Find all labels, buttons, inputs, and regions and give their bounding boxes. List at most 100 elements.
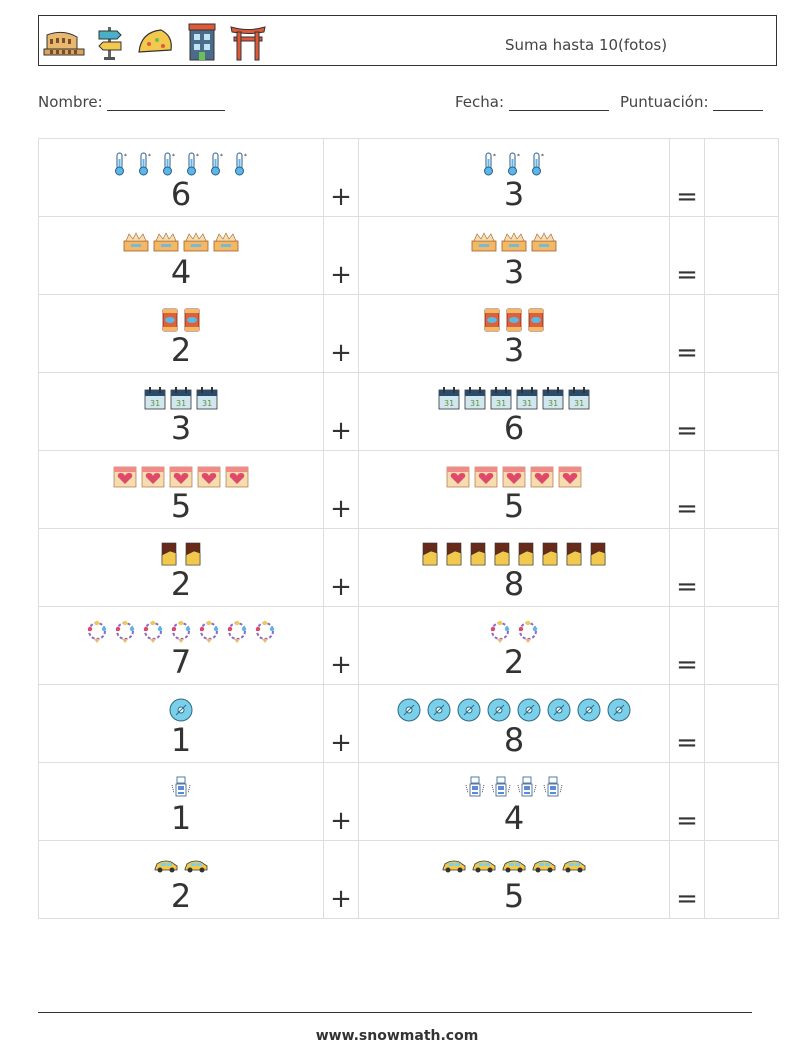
answer-cell[interactable] <box>704 528 779 607</box>
score-field[interactable]: Puntuación: <box>620 93 764 111</box>
right-operand-cell: 8 <box>358 528 670 607</box>
left-icons-group <box>39 697 323 723</box>
right-icons-group <box>359 697 669 723</box>
left-operand-number: 2 <box>170 564 192 603</box>
left-icons-group: * * * * * * <box>39 151 323 177</box>
thermometer-icon: * <box>135 151 155 177</box>
thermometer-icon: * <box>159 151 179 177</box>
problem-row: 2 +3 = <box>38 294 779 373</box>
plus-sign: + <box>330 650 352 680</box>
left-operand-cell: 7 <box>38 606 324 685</box>
equals-cell: = <box>669 372 705 451</box>
answer-cell[interactable] <box>704 684 779 763</box>
heart-calendar-icon <box>141 464 165 488</box>
left-icons-group <box>39 229 323 255</box>
date-field[interactable]: Fecha: <box>455 93 609 111</box>
chocolate-bar-icon <box>159 541 179 567</box>
left-operand-number: 2 <box>170 330 192 369</box>
problem-row: 31 31 31 3 +31 31 31 31 31 31 6 = <box>38 372 779 451</box>
right-operand-cell: 3 <box>358 294 670 373</box>
right-operand-number: 4 <box>503 798 525 837</box>
right-icons-group <box>359 541 669 567</box>
left-icons-group <box>39 307 323 333</box>
answer-cell[interactable] <box>704 840 779 919</box>
crown-box-icon <box>153 231 179 252</box>
flower-wreath-icon <box>85 619 109 645</box>
heart-calendar-icon <box>225 464 249 488</box>
flower-wreath-icon <box>488 619 512 645</box>
plus-cell: + <box>323 138 359 217</box>
plus-cell: + <box>323 606 359 685</box>
plus-sign: + <box>330 260 352 290</box>
equals-sign: = <box>676 650 698 680</box>
disc-icon <box>576 697 602 723</box>
crown-box-icon <box>501 231 527 252</box>
plus-sign: + <box>330 416 352 446</box>
equals-sign: = <box>676 338 698 368</box>
problem-row: 4 +3 = <box>38 216 779 295</box>
right-operand-number: 3 <box>503 252 525 291</box>
flower-wreath-icon <box>169 619 193 645</box>
name-line[interactable] <box>107 96 226 111</box>
thermometer-icon: * <box>207 151 227 177</box>
crown-box-icon <box>471 231 497 252</box>
problems-table: * * * * * * 6 + * * * 3 = 4 +3 = 2 +3 = 31 31 31 3 +31 31 31 31 31 3… <box>38 138 779 919</box>
left-operand-cell: 2 <box>38 528 324 607</box>
right-operand-cell: 5 <box>358 840 670 919</box>
left-operand-cell: 4 <box>38 216 324 295</box>
chocolate-bar-icon <box>468 541 488 567</box>
crown-box-icon <box>183 231 209 252</box>
plus-cell: + <box>323 450 359 529</box>
right-operand-cell: 4 <box>358 762 670 841</box>
fish-can-icon <box>483 307 501 333</box>
thermometer-icon: * <box>528 151 548 177</box>
answer-cell[interactable] <box>704 372 779 451</box>
building-icon <box>188 23 216 61</box>
equals-sign: = <box>676 182 698 212</box>
crown-box-icon <box>531 231 557 252</box>
left-operand-cell: 1 <box>38 762 324 841</box>
thermometer-icon: * <box>504 151 524 177</box>
worksheet-header: Suma hasta 10(fotos) <box>38 15 777 66</box>
heart-calendar-icon <box>474 464 498 488</box>
car-icon <box>531 858 557 874</box>
equals-sign: = <box>676 260 698 290</box>
right-icons-group <box>359 775 669 801</box>
score-line[interactable] <box>713 96 764 111</box>
left-operand-cell: 5 <box>38 450 324 529</box>
equals-cell: = <box>669 216 705 295</box>
problem-row: 7 +2 = <box>38 606 779 685</box>
svg-text:31: 31 <box>176 399 186 408</box>
car-icon <box>441 858 467 874</box>
answer-cell[interactable] <box>704 606 779 685</box>
header-icons <box>43 22 267 62</box>
right-operand-cell: 2 <box>358 606 670 685</box>
equals-cell: = <box>669 450 705 529</box>
plus-sign: + <box>330 182 352 212</box>
answer-cell[interactable] <box>704 138 779 217</box>
right-operand-number: 3 <box>503 174 525 213</box>
flower-wreath-icon <box>141 619 165 645</box>
chocolate-bar-icon <box>444 541 464 567</box>
equals-sign: = <box>676 494 698 524</box>
plus-cell: + <box>323 528 359 607</box>
name-field[interactable]: Nombre: <box>38 93 226 111</box>
right-icons-group <box>359 307 669 333</box>
taco-icon <box>138 29 172 53</box>
left-operand-number: 7 <box>170 642 192 681</box>
footer-url[interactable]: www.snowmath.com <box>315 1028 479 1044</box>
date-line[interactable] <box>508 96 609 111</box>
svg-text:*: * <box>493 153 496 160</box>
calendar-icon: 31 <box>438 386 460 410</box>
left-icons-group <box>39 463 323 489</box>
answer-cell[interactable] <box>704 450 779 529</box>
flower-wreath-icon <box>516 619 540 645</box>
equals-sign: = <box>676 728 698 758</box>
answer-cell[interactable] <box>704 294 779 373</box>
heart-calendar-icon <box>169 464 193 488</box>
answer-cell[interactable] <box>704 216 779 295</box>
car-icon <box>501 858 527 874</box>
right-operand-cell: 5 <box>358 450 670 529</box>
answer-cell[interactable] <box>704 762 779 841</box>
left-operand-cell: * * * * * * 6 <box>38 138 324 217</box>
